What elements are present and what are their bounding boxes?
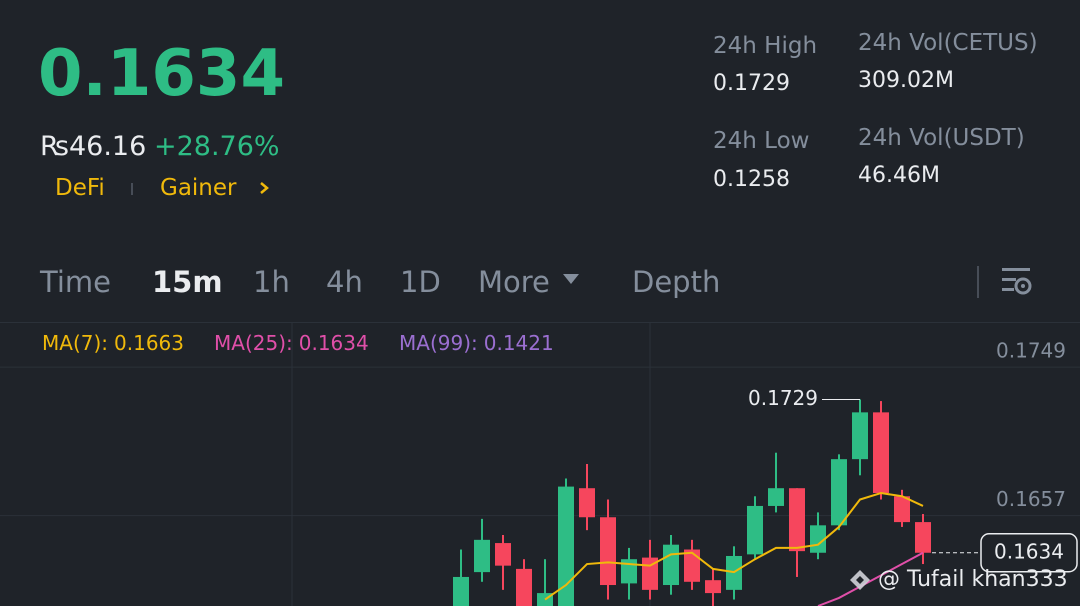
spacer: [490, 0, 491, 1]
candle-body: [495, 543, 511, 566]
ma-label: MA(99):: [399, 331, 478, 355]
last-price-label: 0.1634: [994, 539, 1064, 563]
candle-body: [663, 544, 679, 586]
fiat-price: ₨46.16: [40, 131, 147, 162]
stat-label: 24h High: [713, 33, 818, 59]
last-price: 0.1634: [38, 37, 285, 111]
ma-value: 0.1663: [114, 331, 184, 355]
stat-value: 0.1729: [713, 71, 790, 96]
tag[interactable]: Gainer: [160, 175, 237, 201]
candle-body: [516, 568, 532, 606]
candle-body: [579, 488, 595, 518]
y-tick-label: 0.1657: [996, 487, 1066, 511]
tab[interactable]: 4h: [326, 265, 363, 299]
dropdown-arrow[interactable]: [563, 274, 579, 286]
stat-label: 24h Vol(CETUS): [858, 30, 1038, 56]
change: +28.76%: [154, 131, 280, 162]
ma-label: MA(25):: [214, 331, 293, 355]
chevron[interactable]: [258, 181, 270, 195]
tag[interactable]: DeFi: [55, 175, 105, 201]
settings-icon[interactable]: [1000, 266, 1034, 298]
diamond: [850, 570, 870, 590]
tab[interactable]: 1D: [400, 265, 441, 299]
ma-line: [544, 492, 924, 601]
separator: [131, 183, 133, 195]
candle-body: [474, 539, 490, 573]
candle-body: [852, 412, 868, 460]
candle-body: [600, 517, 616, 586]
watermark-icon: [850, 570, 870, 590]
candle-body: [873, 412, 889, 494]
y-tick-label: 0.1749: [996, 339, 1066, 363]
ma-legend: MA(25): 0.1634: [214, 331, 369, 355]
tab[interactable]: Time: [40, 265, 111, 299]
stat-value: 46.46M: [858, 163, 940, 188]
ma-value: 0.1634: [299, 331, 369, 355]
stat-value: 0.1258: [713, 167, 790, 192]
candle-body: [558, 486, 574, 606]
ma-label: MA(7):: [42, 331, 108, 355]
candle-body: [684, 549, 700, 582]
candle-body: [831, 459, 847, 526]
candle-body: [747, 505, 763, 555]
stat-value: 309.02M: [858, 68, 954, 93]
candle-body: [789, 488, 805, 552]
stat-label: 24h Vol(USDT): [858, 125, 1025, 151]
high-label: 0.1729: [748, 386, 818, 410]
tab[interactable]: 1h: [253, 265, 290, 299]
ma-legend: MA(7): 0.1663: [42, 331, 184, 355]
tab[interactable]: More: [478, 265, 550, 299]
candle-body: [453, 576, 469, 606]
tab[interactable]: 15m: [152, 265, 223, 299]
tab[interactable]: Depth: [632, 265, 721, 299]
divider: [977, 266, 979, 298]
ma-value: 0.1421: [484, 331, 554, 355]
ma-line: [817, 551, 924, 606]
candle-body: [705, 580, 721, 594]
candle-body: [894, 496, 910, 523]
candle-body: [768, 488, 784, 506]
candle-body: [915, 522, 931, 553]
watermark: @ Tufail khan333: [878, 567, 1068, 592]
ma-legend: MA(99): 0.1421: [399, 331, 554, 355]
stat-label: 24h Low: [713, 128, 810, 154]
last-price-box: [980, 533, 1078, 573]
